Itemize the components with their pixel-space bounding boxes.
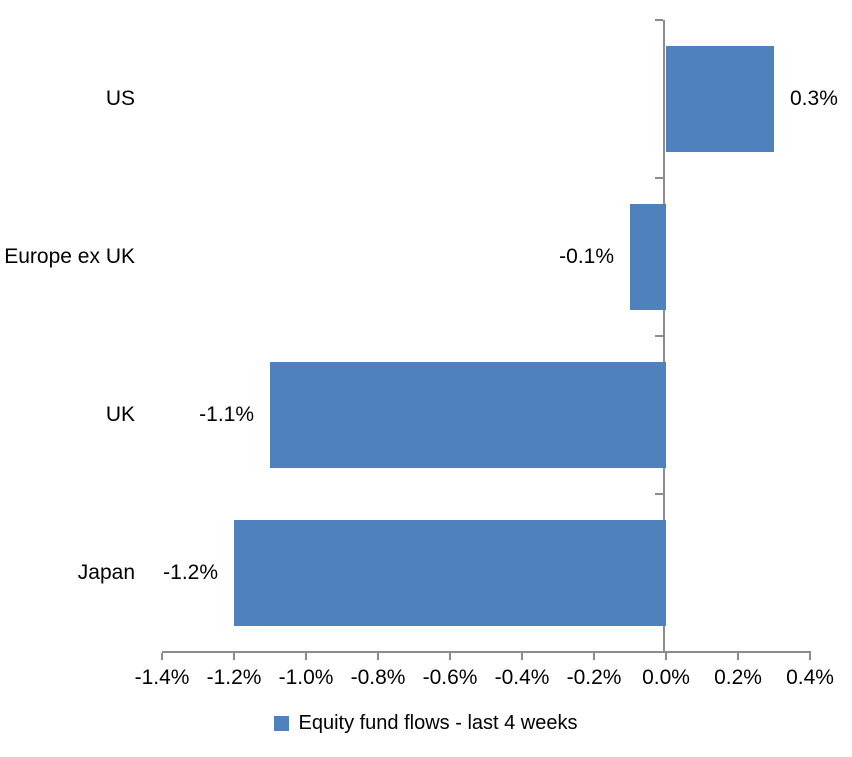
x-axis-tick-label: -0.4%	[494, 666, 550, 689]
value-axis-tick	[449, 653, 451, 660]
bar-europe-ex-uk	[630, 204, 666, 310]
x-axis-tick-label: -1.0%	[278, 666, 334, 689]
category-label: US	[105, 87, 135, 110]
x-axis-tick-label: -1.2%	[206, 666, 262, 689]
x-axis-tick-label: -0.6%	[422, 666, 478, 689]
value-axis-line	[162, 651, 811, 653]
category-axis-tick	[655, 19, 663, 21]
category-axis-line	[663, 20, 665, 652]
x-axis-tick-label: -0.2%	[566, 666, 622, 689]
value-axis-tick	[377, 653, 379, 660]
category-label: UK	[105, 403, 135, 426]
x-axis-tick-label: -0.8%	[350, 666, 406, 689]
value-axis-tick	[233, 653, 235, 660]
category-label: Japan	[77, 561, 135, 584]
x-axis-tick-label: 0.4%	[786, 666, 834, 689]
bar-data-label: -1.1%	[199, 403, 254, 426]
category-axis-tick	[655, 335, 663, 337]
value-axis-tick	[737, 653, 739, 660]
bar-data-label: 0.3%	[790, 87, 838, 110]
category-axis-tick	[655, 177, 663, 179]
x-axis-tick-label: 0.0%	[642, 666, 690, 689]
category-axis-tick	[655, 493, 663, 495]
value-axis-tick	[665, 653, 667, 660]
value-axis-tick	[809, 653, 811, 660]
bar-uk	[270, 362, 666, 468]
chart-legend: Equity fund flows - last 4 weeks	[0, 709, 852, 737]
legend-label: Equity fund flows - last 4 weeks	[298, 712, 578, 734]
bar-data-label: -0.1%	[559, 245, 614, 268]
value-axis-tick	[521, 653, 523, 660]
value-axis-tick	[161, 653, 163, 660]
value-axis-tick	[305, 653, 307, 660]
value-axis-tick	[593, 653, 595, 660]
x-axis-tick-label: 0.2%	[714, 666, 762, 689]
bar-data-label: -1.2%	[163, 561, 218, 584]
x-axis-tick-label: -1.4%	[134, 666, 190, 689]
bar-us	[666, 46, 774, 152]
category-label: Europe ex UK	[4, 245, 135, 268]
bar-japan	[234, 520, 666, 626]
legend-swatch-icon	[274, 715, 290, 731]
